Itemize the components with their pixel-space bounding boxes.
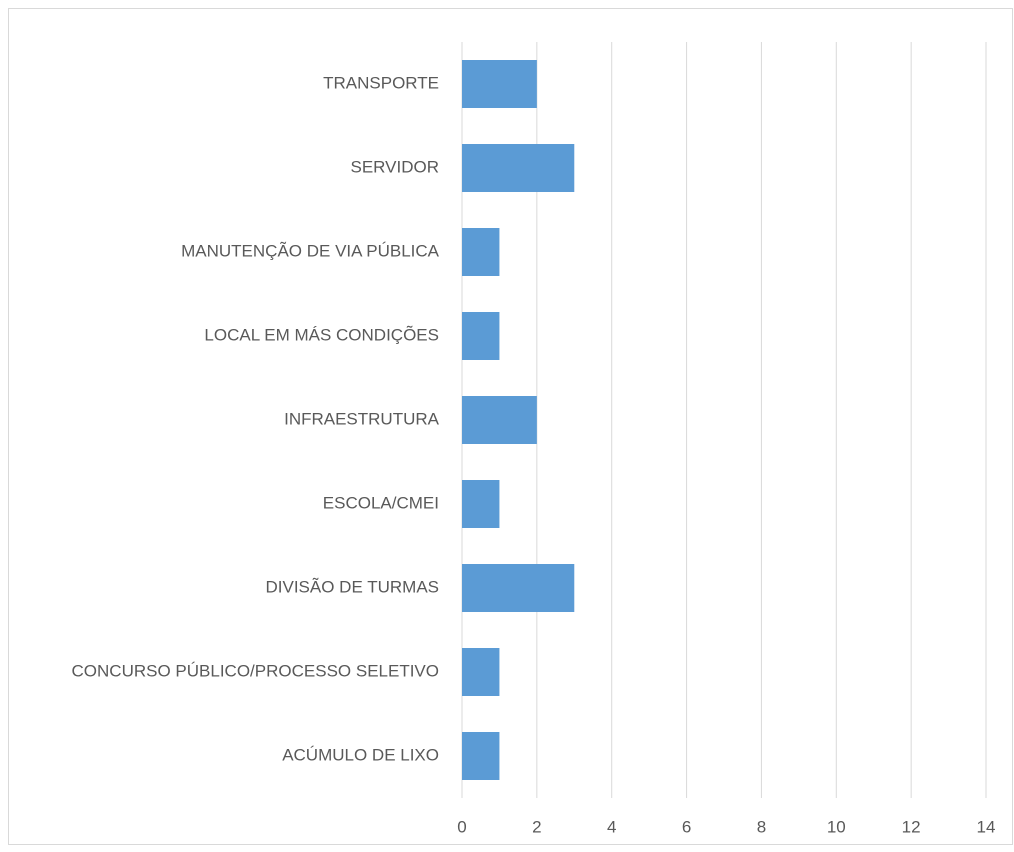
bar: [462, 228, 500, 276]
x-tick-label: 6: [682, 817, 691, 836]
x-tick-label: 8: [757, 817, 766, 836]
x-tick-label: 12: [902, 817, 921, 836]
x-tick-label: 14: [977, 817, 996, 836]
y-tick-label: TRANSPORTE: [323, 73, 439, 92]
y-tick-label: INFRAESTRUTURA: [284, 409, 440, 428]
y-tick-label: DIVISÃO DE TURMAS: [266, 577, 440, 596]
y-tick-label: SERVIDOR: [351, 157, 440, 176]
bar: [462, 60, 537, 108]
x-tick-label: 4: [607, 817, 616, 836]
bar: [462, 312, 500, 360]
y-tick-label: MANUTENÇÃO DE VIA PÚBLICA: [181, 241, 440, 260]
x-tick-label: 0: [457, 817, 466, 836]
bar: [462, 648, 500, 696]
bar: [462, 144, 575, 192]
x-tick-label: 10: [827, 817, 846, 836]
y-tick-label: CONCURSO PÚBLICO/PROCESSO SELETIVO: [72, 661, 439, 680]
bar: [462, 564, 575, 612]
y-tick-label: ESCOLA/CMEI: [323, 493, 439, 512]
bar: [462, 732, 500, 780]
x-tick-label: 2: [532, 817, 541, 836]
bar: [462, 396, 537, 444]
bar: [462, 480, 500, 528]
y-tick-label: LOCAL EM MÁS CONDIÇÕES: [204, 325, 439, 344]
y-tick-label: ACÚMULO DE LIXO: [282, 745, 439, 764]
